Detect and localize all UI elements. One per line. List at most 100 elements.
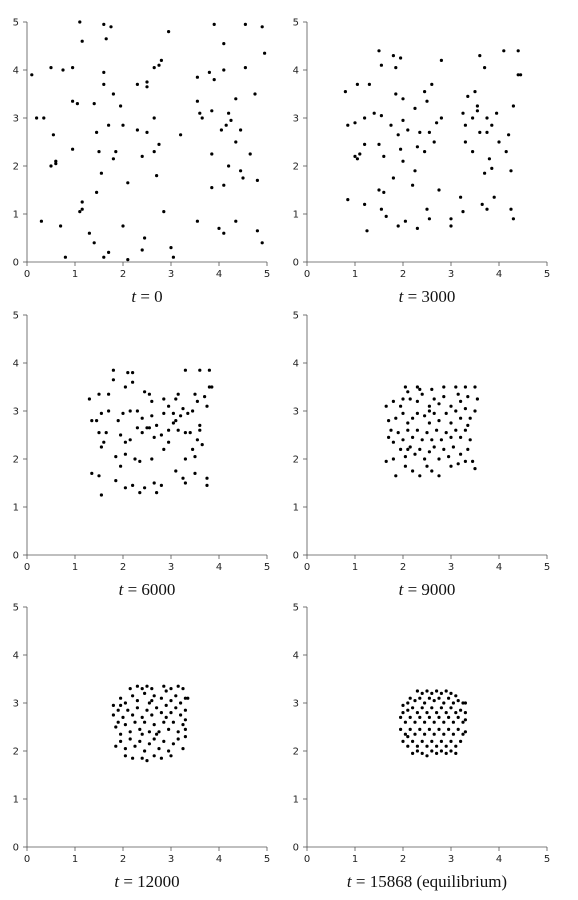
data-point [181, 687, 185, 691]
data-point [145, 708, 149, 712]
data-point [140, 687, 144, 691]
data-point [439, 58, 443, 63]
data-point [131, 483, 135, 487]
data-point [198, 111, 202, 115]
data-point [509, 169, 513, 173]
data-point [432, 445, 436, 449]
x-tick-label: 0 [24, 854, 30, 865]
caption-value: = 15868 [356, 872, 412, 891]
data-point [131, 756, 135, 760]
data-point [159, 433, 163, 437]
data-point [478, 130, 482, 134]
data-point [411, 435, 415, 439]
x-tick-label: 5 [264, 269, 270, 280]
data-point [248, 152, 252, 156]
data-point [143, 390, 147, 394]
data-point [253, 92, 257, 96]
data-point [150, 713, 154, 717]
data-point [114, 725, 118, 729]
data-point [406, 708, 410, 712]
data-point [449, 464, 453, 468]
data-point [111, 368, 115, 372]
data-point [174, 469, 178, 473]
data-point [451, 445, 455, 449]
data-point [99, 493, 103, 497]
data-point [219, 128, 223, 132]
data-point [406, 390, 410, 394]
data-point [152, 737, 156, 741]
data-point [401, 711, 405, 715]
data-point [418, 447, 422, 451]
data-point [131, 371, 135, 375]
data-point [210, 385, 214, 389]
data-point [420, 392, 424, 396]
data-point [408, 715, 412, 720]
data-point [128, 730, 132, 734]
data-point [425, 207, 429, 211]
data-point [487, 157, 491, 161]
data-point [162, 720, 166, 724]
y-tick-label: 5 [293, 311, 299, 322]
data-point [150, 457, 154, 461]
data-point [169, 754, 173, 758]
data-point [181, 407, 185, 411]
data-point [485, 130, 489, 134]
data-point [466, 94, 470, 98]
data-point [382, 190, 386, 194]
data-point [430, 469, 434, 473]
data-point [116, 708, 120, 712]
data-point [229, 118, 233, 122]
data-point [427, 450, 431, 454]
y-tick-label: 4 [293, 359, 299, 370]
data-point [353, 121, 357, 125]
y-tick-label: 0 [13, 258, 19, 269]
data-point [485, 116, 489, 120]
data-point [420, 691, 424, 696]
data-point [406, 428, 410, 432]
data-point [188, 431, 192, 435]
data-point [75, 102, 79, 106]
data-point [133, 457, 137, 461]
data-point [90, 471, 94, 475]
data-point [399, 715, 403, 720]
data-point [454, 694, 458, 698]
data-point [423, 720, 427, 724]
data-point [427, 421, 431, 425]
data-point [408, 727, 412, 732]
data-point [418, 387, 422, 391]
data-point [133, 744, 137, 748]
data-point [471, 150, 475, 154]
data-point [239, 169, 243, 173]
data-point [415, 385, 419, 389]
data-point [133, 720, 137, 724]
data-point [176, 730, 180, 734]
caption-variable: t [131, 287, 137, 306]
x-tick-label: 2 [400, 854, 406, 865]
x-tick-label: 1 [352, 562, 358, 573]
data-point [485, 207, 489, 211]
data-point [399, 147, 403, 151]
data-point [442, 701, 446, 705]
data-point [135, 706, 139, 710]
data-point [430, 438, 434, 442]
data-point [227, 111, 231, 115]
data-point [425, 744, 429, 748]
y-tick-label: 2 [13, 162, 19, 173]
data-point [39, 219, 44, 223]
data-point [128, 438, 132, 442]
y-tick-label: 3 [13, 114, 19, 125]
panel-0: 0 1 2 3 4 5 0 1 2 3 4 5 t = 0 [13, 18, 271, 307]
data-point [435, 121, 439, 125]
data-point [135, 82, 139, 86]
caption-variable: t [119, 580, 125, 599]
data-point [437, 696, 441, 700]
data-point [401, 703, 405, 708]
data-point [394, 474, 398, 478]
data-point [437, 419, 441, 423]
data-point [140, 715, 144, 720]
data-point [61, 68, 65, 72]
data-point [205, 404, 209, 408]
y-tick-label: 3 [13, 407, 19, 418]
data-point [183, 718, 187, 722]
data-point [135, 409, 139, 413]
